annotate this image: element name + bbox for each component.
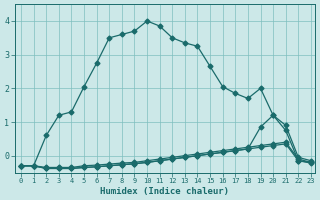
X-axis label: Humidex (Indice chaleur): Humidex (Indice chaleur) <box>100 187 229 196</box>
